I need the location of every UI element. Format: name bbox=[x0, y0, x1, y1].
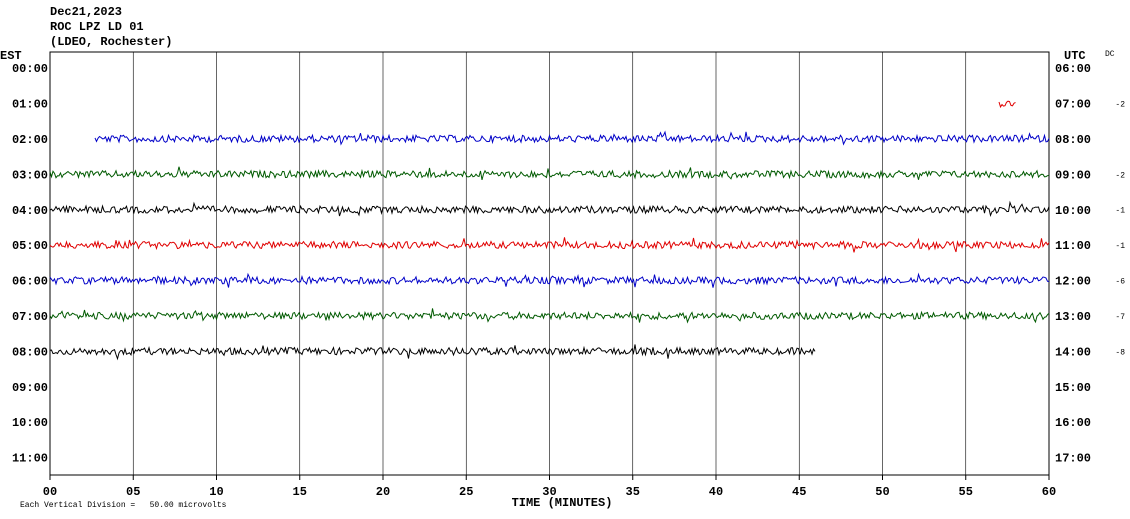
utc-label: 13:00 bbox=[1055, 310, 1091, 324]
x-tick-label: 25 bbox=[459, 485, 473, 499]
seismic-trace bbox=[49, 272, 1050, 288]
est-label: 05:00 bbox=[12, 239, 48, 253]
est-label: 01:00 bbox=[12, 98, 48, 112]
x-axis-label: TIME (MINUTES) bbox=[512, 496, 613, 510]
x-tick-label: 10 bbox=[209, 485, 223, 499]
dc-value: -1 bbox=[1115, 242, 1125, 251]
est-label: 08:00 bbox=[12, 345, 48, 359]
utc-label: 08:00 bbox=[1055, 133, 1091, 147]
seismic-trace bbox=[49, 344, 816, 361]
utc-label: 17:00 bbox=[1055, 452, 1091, 466]
est-label: 10:00 bbox=[12, 416, 48, 430]
utc-label: 16:00 bbox=[1055, 416, 1091, 430]
seismic-trace bbox=[49, 166, 1050, 181]
utc-label: 09:00 bbox=[1055, 168, 1091, 182]
dc-value: -7 bbox=[1115, 313, 1125, 322]
est-label: 02:00 bbox=[12, 133, 48, 147]
title-line: Dec21,2023 bbox=[50, 5, 122, 19]
seismic-trace bbox=[94, 130, 1050, 146]
right-axis-label: UTC bbox=[1064, 49, 1086, 63]
est-label: 09:00 bbox=[12, 381, 48, 395]
x-tick-label: 15 bbox=[293, 485, 307, 499]
x-tick-label: 50 bbox=[875, 485, 889, 499]
footnote: Each Vertical Division = 50.00 microvolt… bbox=[20, 501, 227, 510]
x-tick-label: 00 bbox=[43, 485, 57, 499]
x-tick-label: 40 bbox=[709, 485, 723, 499]
utc-label: 06:00 bbox=[1055, 62, 1091, 76]
x-tick-label: 05 bbox=[126, 485, 140, 499]
left-axis-label: EST bbox=[0, 49, 22, 63]
utc-label: 14:00 bbox=[1055, 345, 1091, 359]
x-tick-label: 60 bbox=[1042, 485, 1056, 499]
x-tick-label: 35 bbox=[626, 485, 640, 499]
x-tick-label: 55 bbox=[959, 485, 973, 499]
est-label: 06:00 bbox=[12, 275, 48, 289]
est-label: 07:00 bbox=[12, 310, 48, 324]
seismic-trace bbox=[49, 200, 1050, 218]
seismic-trace bbox=[49, 308, 1050, 324]
x-tick-label: 20 bbox=[376, 485, 390, 499]
title-line: (LDEO, Rochester) bbox=[50, 35, 172, 49]
utc-label: 10:00 bbox=[1055, 204, 1091, 218]
dc-value: -2 bbox=[1115, 171, 1125, 180]
x-tick-label: 45 bbox=[792, 485, 806, 499]
dc-value: -2 bbox=[1115, 101, 1125, 110]
x-tick-label: 30 bbox=[542, 485, 556, 499]
seismic-trace bbox=[49, 237, 1050, 253]
dc-label: DC bbox=[1105, 50, 1115, 59]
est-label: 00:00 bbox=[12, 62, 48, 76]
utc-label: 15:00 bbox=[1055, 381, 1091, 395]
dc-value: -8 bbox=[1115, 348, 1125, 357]
dc-value: -1 bbox=[1115, 207, 1125, 216]
dc-value: -6 bbox=[1115, 278, 1125, 287]
est-label: 03:00 bbox=[12, 168, 48, 182]
utc-label: 11:00 bbox=[1055, 239, 1091, 253]
est-label: 11:00 bbox=[12, 452, 48, 466]
title-line: ROC LPZ LD 01 bbox=[50, 20, 144, 34]
utc-label: 07:00 bbox=[1055, 98, 1091, 112]
utc-label: 12:00 bbox=[1055, 275, 1091, 289]
seismic-trace bbox=[998, 100, 1016, 109]
est-label: 04:00 bbox=[12, 204, 48, 218]
